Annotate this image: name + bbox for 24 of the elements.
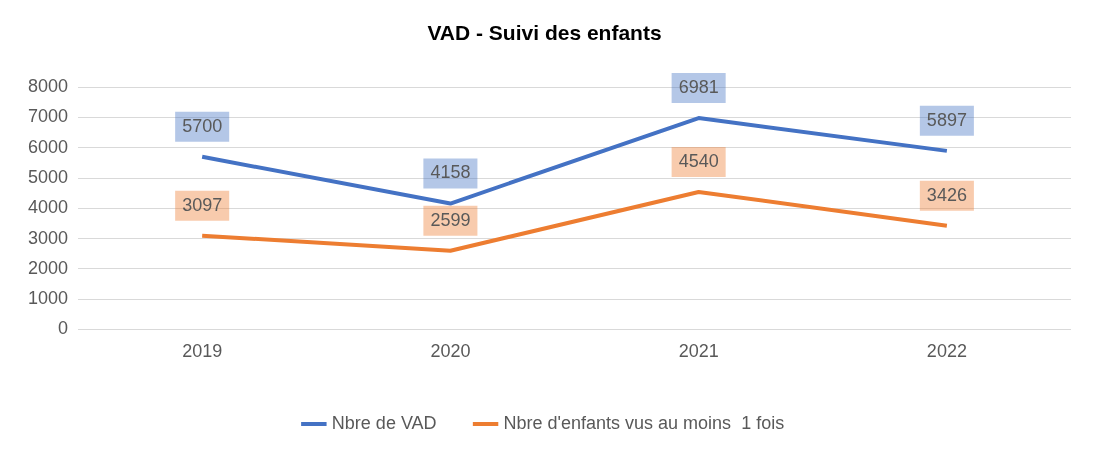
data-label: 6981 [678,77,719,98]
data-label: 2599 [430,209,471,230]
data-label: 3426 [926,184,967,205]
y-tick-label: 4000 [28,197,69,218]
data-label: 5700 [182,115,223,136]
y-tick-label: 1000 [28,288,69,309]
y-tick-label: 2000 [28,257,69,278]
x-tick-label: 2021 [678,341,719,362]
y-tick-label: 8000 [28,76,69,97]
legend-label: Nbre de VAD [331,412,437,433]
chart-title: VAD - Suivi des enfants [427,21,662,45]
y-tick-label: 5000 [28,166,69,187]
data-label: 5897 [926,109,967,130]
data-label: 4158 [430,162,471,183]
x-tick-label: 2020 [430,341,471,362]
data-label: 3097 [182,194,223,215]
legend-label: Nbre d'enfants vus au moins 1 fois [503,412,785,433]
y-tick-label: 0 [58,318,69,339]
y-tick-label: 7000 [28,106,69,127]
x-tick-label: 2022 [926,341,967,362]
x-tick-label: 2019 [182,341,223,362]
data-label: 4540 [678,150,719,171]
y-tick-label: 6000 [28,136,69,157]
y-tick-label: 3000 [28,227,69,248]
